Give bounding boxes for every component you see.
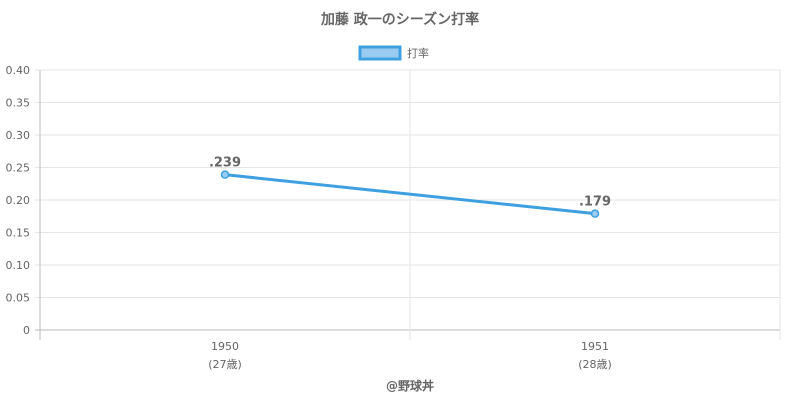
series-layer: .239 .179 — [209, 156, 611, 218]
grid — [35, 69, 781, 340]
y-tick-label: 0.30 — [6, 129, 31, 142]
x-axis: 1950 (27歳) 1951 (28歳) — [208, 340, 612, 371]
y-axis: 0 0.05 0.10 0.15 0.20 0.25 0.30 0.35 0.40 — [6, 64, 31, 337]
chart-title: 加藤 政一のシーズン打率 — [320, 11, 479, 28]
credit-label: @野球丼 — [386, 378, 434, 393]
y-tick-label: 0.15 — [6, 227, 31, 240]
legend[interactable]: 打率 — [358, 45, 429, 61]
x-tick-label: 1950 — [211, 340, 239, 353]
y-tick-label: 0.10 — [6, 259, 31, 272]
x-tick-label: 1951 — [581, 340, 609, 353]
legend-label: 打率 — [407, 46, 429, 60]
x-tick-sublabel: (28歳) — [578, 358, 612, 371]
y-tick-label: 0.20 — [6, 194, 31, 207]
data-label: .239 — [209, 156, 241, 171]
y-tick-label: 0.05 — [6, 292, 31, 305]
data-label: .179 — [579, 195, 611, 210]
y-tick-label: 0.35 — [6, 97, 31, 110]
y-tick-label: 0.40 — [6, 64, 31, 77]
data-point — [590, 209, 600, 218]
data-point — [220, 170, 230, 179]
series-line — [224, 173, 596, 216]
x-tick-sublabel: (27歳) — [208, 358, 242, 371]
y-tick-label: 0.25 — [6, 162, 31, 175]
y-tick-label: 0 — [23, 324, 30, 337]
legend-swatch — [358, 45, 402, 61]
